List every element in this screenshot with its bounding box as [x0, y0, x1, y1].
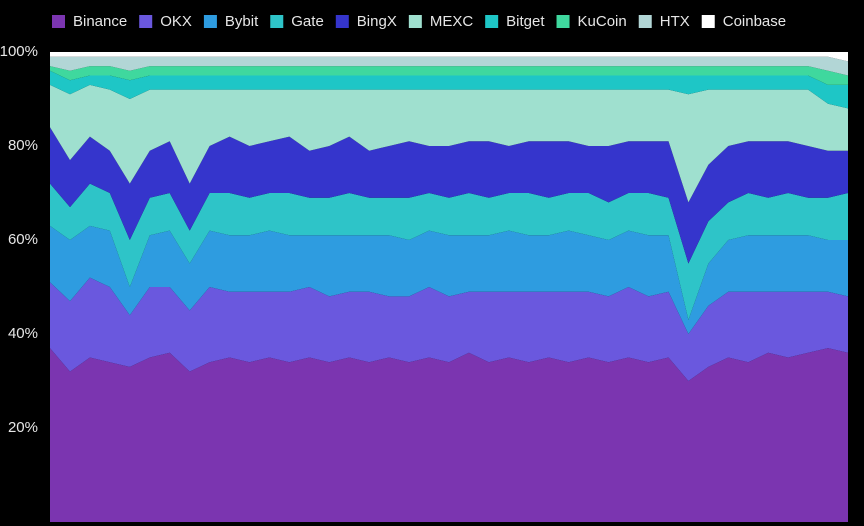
legend-label: KuCoin	[578, 13, 627, 30]
area	[50, 66, 848, 85]
legend-label: BingX	[357, 13, 397, 30]
legend-swatch	[556, 15, 570, 28]
area	[50, 277, 848, 381]
legend-swatch	[139, 15, 153, 28]
area	[50, 84, 848, 203]
area	[50, 52, 848, 62]
legend-swatch	[335, 15, 349, 28]
area	[50, 225, 848, 334]
area	[50, 70, 848, 109]
legend-swatch	[701, 15, 715, 28]
legend-swatch	[485, 15, 499, 28]
area	[50, 56, 848, 76]
y-tick-label: 40%	[8, 325, 38, 342]
legend-label: OKX	[160, 13, 192, 30]
legend-label: Coinbase	[723, 13, 786, 30]
y-tick-label: 20%	[8, 419, 38, 436]
y-tick-label: 60%	[8, 231, 38, 248]
legend-swatch	[203, 15, 217, 28]
area	[50, 127, 848, 264]
legend-label: Binance	[73, 13, 127, 30]
legend-swatch	[52, 15, 65, 28]
y-tick-label: 80%	[8, 137, 38, 154]
legend-swatch	[408, 15, 422, 28]
legend-label: HTX	[660, 13, 690, 30]
legend-label: Bybit	[225, 13, 259, 30]
area	[50, 348, 848, 522]
area	[50, 183, 848, 320]
legend-swatch	[270, 15, 284, 28]
legend-label: Gate	[291, 13, 324, 30]
legend-label: Bitget	[506, 13, 545, 30]
legend-label: MEXC	[430, 13, 474, 30]
y-tick-label: 100%	[0, 43, 38, 60]
legend-swatch	[638, 15, 652, 28]
